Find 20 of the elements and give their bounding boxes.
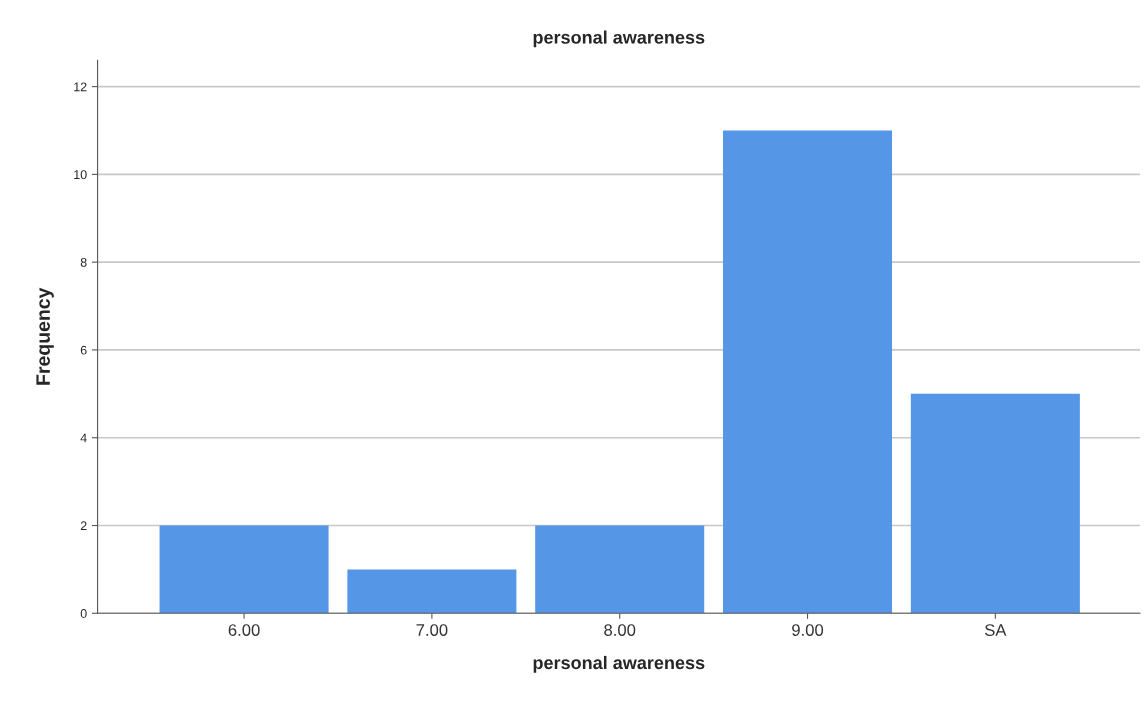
chart-title: personal awareness [533,30,705,48]
y-axis-title: Frequency [36,287,54,385]
bar [159,525,329,614]
x-tick-label: 9.00 [792,624,824,636]
bar [347,569,517,614]
bar [535,525,705,614]
x-tick-label: 8.00 [604,624,636,636]
x-tick-label: 7.00 [416,624,448,636]
y-tick-label: 0 [80,609,87,618]
y-tick-label: 10 [74,170,87,180]
bar [723,130,893,614]
y-tick-label: 2 [80,521,87,531]
bar [910,393,1080,614]
y-tick-label: 6 [80,345,87,355]
x-tick-label: 6.00 [228,624,260,636]
x-axis-title: personal awareness [533,655,705,673]
y-tick-label: 4 [80,433,87,443]
x-tick-label: SA [984,624,1007,636]
y-tick-label: 12 [74,82,87,92]
y-tick-label: 8 [80,257,87,267]
